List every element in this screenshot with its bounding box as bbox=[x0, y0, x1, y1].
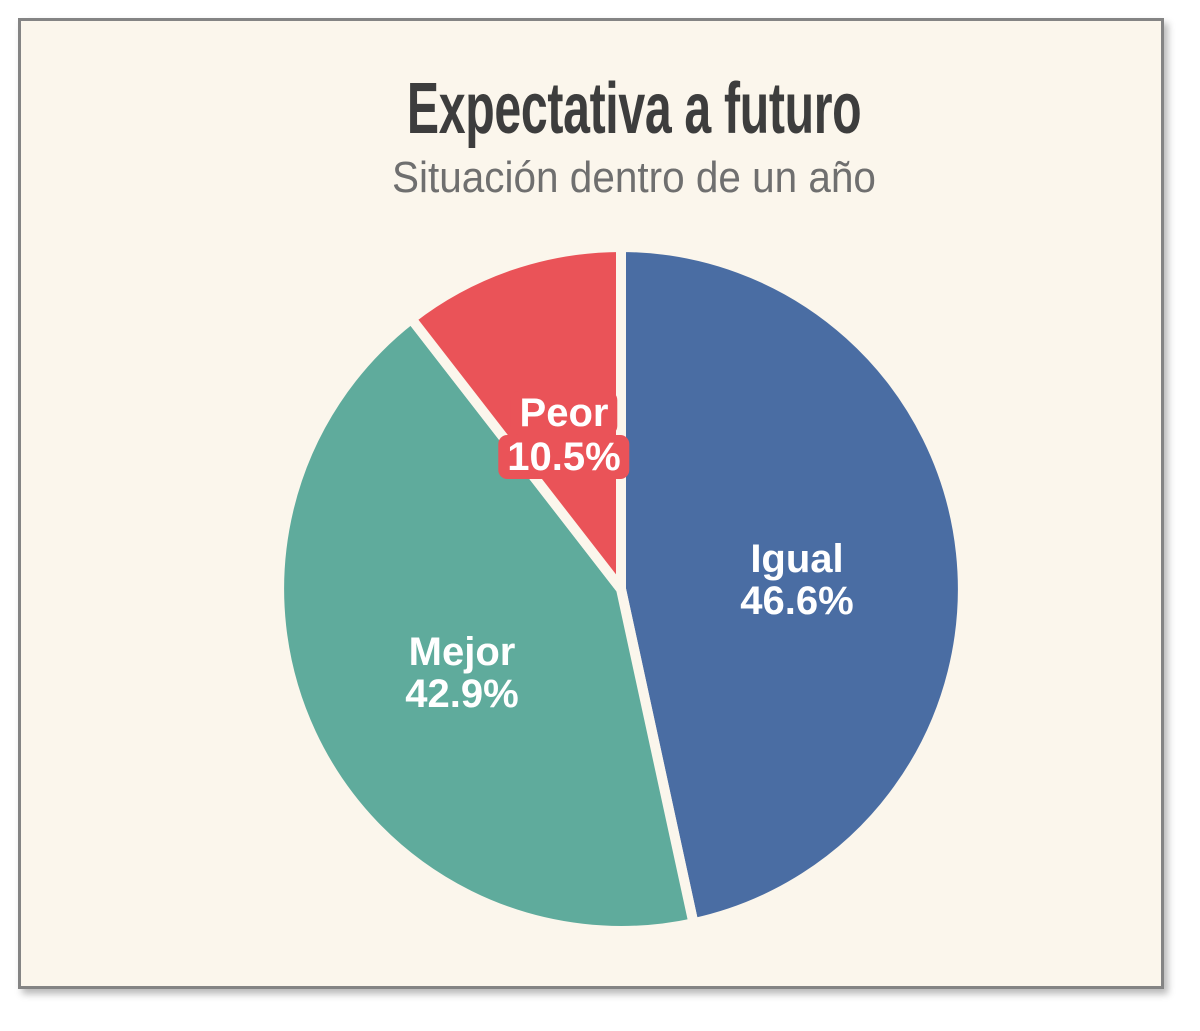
chart-card: Expectativa a futuro Situación dentro de… bbox=[18, 18, 1164, 989]
chart-subtitle: Situación dentro de un año bbox=[64, 154, 1200, 202]
chart-subtitle-text: Situación dentro de un año bbox=[392, 153, 876, 202]
chart-header: Expectativa a futuro Situación dentro de… bbox=[64, 73, 1200, 202]
slice-igual-name: Igual bbox=[750, 537, 844, 581]
chart-title: Expectativa a futuro bbox=[64, 73, 1200, 145]
pie-slice-igual[interactable] bbox=[616, 242, 968, 929]
pie-slice-mejor[interactable] bbox=[274, 313, 699, 936]
slice-label-peor: Peor 10.5% bbox=[498, 391, 630, 479]
slice-peor-value: 10.5% bbox=[498, 435, 630, 479]
chart-area: Expectativa a futuro Situación dentro de… bbox=[21, 21, 1161, 986]
slice-igual-value: 46.6% bbox=[740, 579, 854, 623]
slice-mejor-name: Mejor bbox=[408, 630, 516, 674]
chart-title-text: Expectativa a futuro bbox=[406, 69, 862, 149]
slice-mejor-value: 42.9% bbox=[405, 672, 519, 716]
slice-label-mejor: Mejor 42.9% bbox=[405, 631, 518, 715]
slice-label-igual: Igual 46.6% bbox=[740, 538, 853, 622]
slice-peor-name: Peor bbox=[510, 391, 618, 435]
pie-chart bbox=[274, 242, 968, 936]
